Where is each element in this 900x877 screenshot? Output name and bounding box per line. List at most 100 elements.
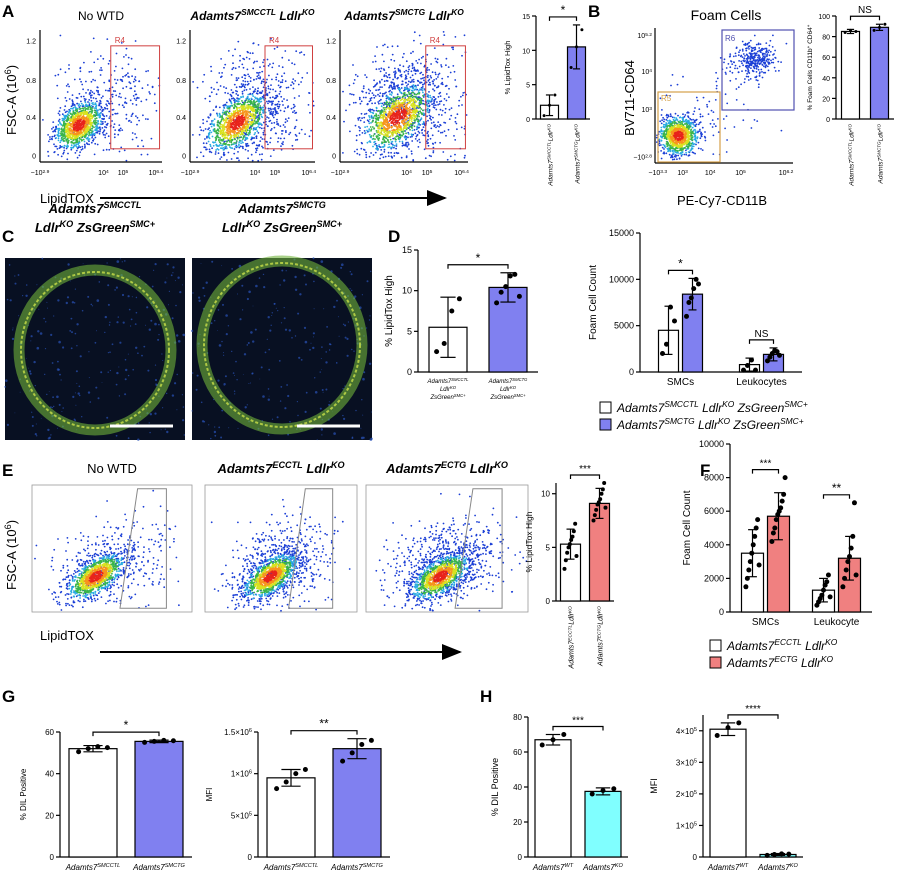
event-dot	[310, 129, 312, 132]
event-dot	[359, 127, 361, 129]
event-dot	[85, 92, 87, 94]
event-dot	[445, 64, 447, 67]
event-dot	[147, 70, 150, 72]
event-dot	[210, 131, 213, 134]
event-dot	[735, 55, 737, 57]
event-dot	[277, 140, 279, 143]
event-dot	[136, 97, 138, 100]
tick-label: −102.9	[31, 169, 50, 178]
event-dot	[388, 86, 390, 89]
event-dot	[392, 128, 395, 131]
event-dot	[87, 107, 90, 109]
event-dot	[204, 97, 207, 100]
event-dot	[238, 129, 241, 132]
event-dot	[393, 71, 395, 73]
event-dot	[66, 91, 69, 93]
event-dot	[107, 62, 110, 65]
event-dot	[377, 117, 380, 119]
event-dot	[387, 66, 390, 69]
superscript: 2.9	[193, 169, 200, 175]
event-dot	[407, 73, 410, 75]
event-dot	[200, 129, 203, 132]
event-dot	[212, 119, 214, 122]
event-dot	[417, 123, 420, 126]
event-dot	[755, 71, 758, 73]
event-dot	[772, 61, 775, 64]
event-dot	[275, 78, 278, 81]
event-dot	[105, 148, 108, 151]
event-dot	[218, 106, 221, 109]
event-dot	[381, 78, 383, 81]
event-dot	[192, 81, 195, 83]
event-dot	[229, 99, 231, 102]
event-dot	[255, 100, 258, 103]
event-dot	[447, 66, 450, 68]
event-dot	[268, 120, 271, 123]
event-dot	[47, 134, 49, 136]
event-dot	[389, 89, 391, 92]
event-dot	[363, 121, 366, 123]
event-dot	[280, 95, 283, 98]
event-dot	[410, 52, 412, 55]
event-dot	[383, 60, 385, 63]
event-dot	[388, 126, 391, 129]
event-dot	[422, 73, 424, 76]
event-dot	[428, 91, 430, 93]
event-dot	[213, 88, 215, 90]
event-dot	[373, 109, 375, 112]
event-dot	[297, 72, 300, 75]
event-dot	[401, 56, 404, 59]
event-dot	[433, 47, 436, 49]
event-dot	[113, 70, 116, 72]
event-dot	[128, 119, 131, 122]
event-dot	[383, 143, 386, 146]
event-dot	[203, 73, 206, 76]
event-dot	[123, 149, 126, 152]
tick-label: 0	[332, 153, 336, 160]
event-dot	[236, 157, 238, 160]
event-dot	[131, 103, 134, 105]
event-dot	[308, 92, 310, 94]
event-dot	[104, 126, 106, 128]
event-dot	[267, 102, 269, 105]
event-dot	[413, 117, 416, 120]
event-dot	[377, 119, 380, 121]
event-dot	[394, 140, 397, 143]
event-dot	[454, 139, 457, 141]
event-dot	[403, 136, 406, 138]
event-dot	[247, 51, 250, 54]
event-dot	[444, 107, 447, 110]
event-dot	[98, 102, 101, 104]
event-dot	[374, 138, 376, 141]
event-dot	[97, 91, 99, 94]
event-dot	[238, 103, 240, 106]
event-dot	[461, 104, 463, 106]
event-dot	[255, 151, 257, 154]
event-dot	[106, 104, 108, 107]
event-dot	[125, 117, 128, 120]
event-dot	[404, 98, 407, 101]
event-dot	[401, 83, 404, 86]
event-dot	[59, 145, 62, 147]
event-dot	[278, 105, 281, 108]
event-dot	[436, 125, 439, 127]
event-dot	[427, 138, 429, 141]
event-dot	[87, 101, 89, 103]
event-dot	[368, 92, 370, 95]
event-dot	[135, 115, 137, 117]
event-dot	[274, 107, 277, 109]
event-dot	[397, 99, 400, 102]
event-dot	[430, 76, 433, 79]
event-dot	[272, 112, 274, 115]
event-dot	[106, 38, 109, 40]
event-dot	[63, 140, 66, 142]
event-dot	[429, 94, 431, 97]
event-dot	[144, 118, 147, 120]
event-dot	[223, 123, 226, 125]
event-dot	[255, 78, 258, 80]
event-dot	[131, 138, 134, 141]
event-dot	[405, 137, 408, 140]
superscript: SMCTG	[395, 7, 426, 17]
event-dot	[121, 129, 124, 132]
event-dot	[270, 129, 272, 132]
